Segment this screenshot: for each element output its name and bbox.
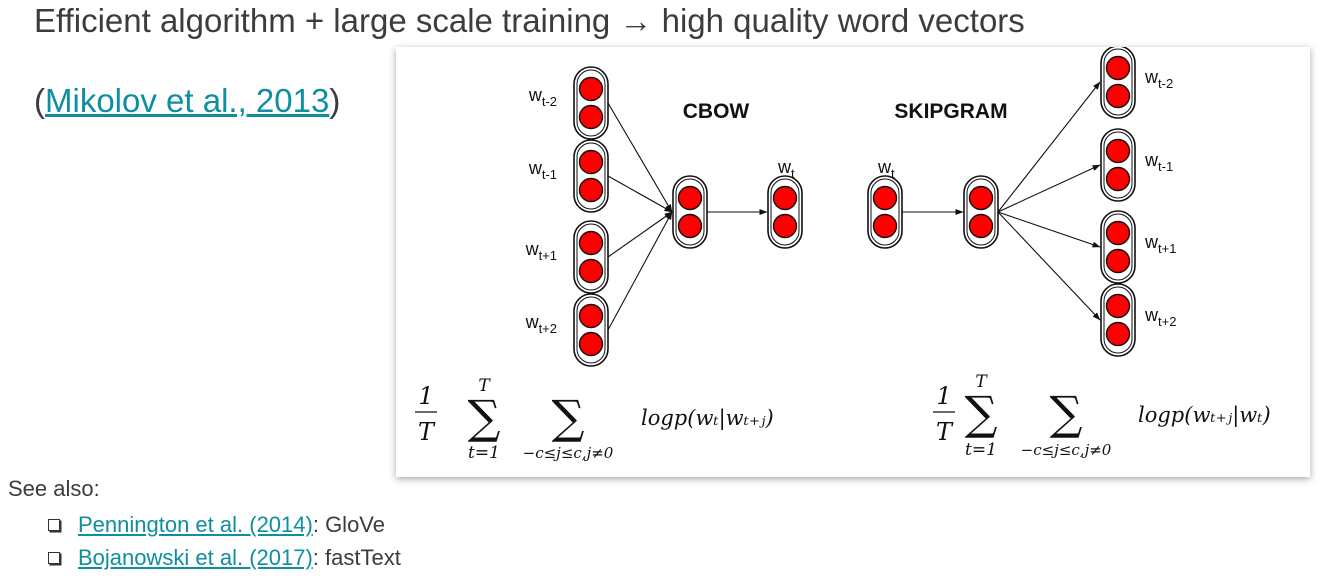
skipgram-output-node xyxy=(1100,47,1136,119)
word2vec-figure: wt-2 wt-1 wt+1 wt+2 wt wt wt-2 wt-1 wt+1 wt+2 CBO… xyxy=(396,47,1310,477)
cbow-input-node xyxy=(573,220,609,294)
ref-description: : GloVe xyxy=(312,512,385,537)
skipgram-hidden-node xyxy=(963,175,999,249)
ref-link-bojanowski[interactable]: Bojanowski et al. (2017) xyxy=(78,545,313,570)
cbow-frac-numerator: 1 xyxy=(418,382,433,410)
skipgram-sum1-lower: t=1 xyxy=(965,440,997,460)
skipgram-arrow xyxy=(997,81,1101,213)
skipgram-output-node xyxy=(1100,283,1136,357)
network-nodes xyxy=(573,47,1136,367)
skipgram-output-label: wt-2 xyxy=(1144,67,1173,91)
cbow-input-node xyxy=(573,66,609,140)
skipgram-arrow xyxy=(997,164,1101,213)
cbow-sum1-sign: ∑ xyxy=(468,390,501,444)
skipgram-input-node xyxy=(867,175,903,249)
skipgram-objective-formula: 1 T T ∑ t=1 ∑ −c≤j≤c,j≠0 logp(wₜ₊ⱼ|wₜ) xyxy=(933,372,1271,460)
skipgram-sum2-sign: ∑ xyxy=(1050,386,1083,440)
cbow-frac-denominator: T xyxy=(418,418,436,446)
citation: (Mikolov et al., 2013) xyxy=(34,82,340,120)
cbow-hidden-node xyxy=(672,175,708,249)
citation-close-paren: ) xyxy=(329,82,341,119)
skipgram-frac-denominator: T xyxy=(936,418,954,446)
skipgram-sum2-lower: −c≤j≤c,j≠0 xyxy=(1021,441,1112,459)
see-also-list: Pennington et al. (2014): GloVe Bojanows… xyxy=(48,508,401,574)
skipgram-title: SKIPGRAM xyxy=(894,100,1007,123)
word-labels: wt-2 wt-1 wt+1 wt+2 wt wt wt-2 wt-1 wt+1 wt+2 xyxy=(525,67,1177,336)
cbow-arrow xyxy=(607,211,673,258)
cbow-input-label: wt-2 xyxy=(528,85,557,109)
cbow-sum1-upper: T xyxy=(478,376,491,396)
skipgram-output-label: wt-1 xyxy=(1144,150,1173,174)
cbow-sum1-lower: t=1 xyxy=(468,443,500,463)
cbow-title: CBOW xyxy=(683,100,750,123)
skipgram-sum1-upper: T xyxy=(975,372,988,392)
skipgram-frac-numerator: 1 xyxy=(936,382,951,410)
cbow-arrow xyxy=(607,102,673,213)
skipgram-log-prob-term: logp(wₜ₊ⱼ|wₜ) xyxy=(1138,403,1271,428)
cbow-input-label: wt-1 xyxy=(528,158,557,182)
skipgram-input-label: wt xyxy=(877,157,895,181)
cbow-sum2-sign: ∑ xyxy=(552,390,585,444)
cbow-input-node xyxy=(573,293,609,367)
cbow-arrow xyxy=(607,211,673,331)
cbow-input-label: wt+1 xyxy=(525,239,557,263)
citation-open-paren: ( xyxy=(34,82,45,119)
checkbox-bullet-icon xyxy=(48,552,60,564)
cbow-arrow xyxy=(607,175,673,213)
cbow-input-node xyxy=(573,139,609,213)
skipgram-arrow xyxy=(997,211,1101,321)
skipgram-output-label: wt+1 xyxy=(1144,232,1176,256)
cbow-output-label: wt xyxy=(777,157,795,181)
list-item: Bojanowski et al. (2017): fastText xyxy=(48,541,401,574)
connection-arrows xyxy=(607,81,1101,331)
cbow-sum2-lower: −c≤j≤c,j≠0 xyxy=(523,444,614,462)
cbow-objective-formula: 1 T T ∑ t=1 ∑ −c≤j≤c,j≠0 logp(wₜ|wₜ₊ⱼ) xyxy=(415,376,774,463)
list-item: Pennington et al. (2014): GloVe xyxy=(48,508,401,541)
slide-headline: Efficient algorithm + large scale traini… xyxy=(34,2,1025,39)
skipgram-output-node xyxy=(1100,128,1136,202)
cbow-log-prob-term: logp(wₜ|wₜ₊ⱼ) xyxy=(641,406,774,431)
skipgram-arrow xyxy=(997,211,1101,248)
skipgram-output-node xyxy=(1100,210,1136,284)
citation-link-mikolov[interactable]: Mikolov et al., 2013 xyxy=(45,82,330,119)
word2vec-diagram: wt-2 wt-1 wt+1 wt+2 wt wt wt-2 wt-1 wt+1 wt+2 CBO… xyxy=(415,47,1271,463)
skipgram-sum1-sign: ∑ xyxy=(965,386,998,440)
cbow-output-node xyxy=(767,175,803,249)
skipgram-output-label: wt+2 xyxy=(1144,305,1176,329)
ref-description: : fastText xyxy=(312,545,401,570)
see-also-label: See also: xyxy=(8,476,100,501)
checkbox-bullet-icon xyxy=(48,519,60,531)
cbow-input-label: wt+2 xyxy=(525,312,557,336)
ref-link-pennington[interactable]: Pennington et al. (2014) xyxy=(78,512,313,537)
